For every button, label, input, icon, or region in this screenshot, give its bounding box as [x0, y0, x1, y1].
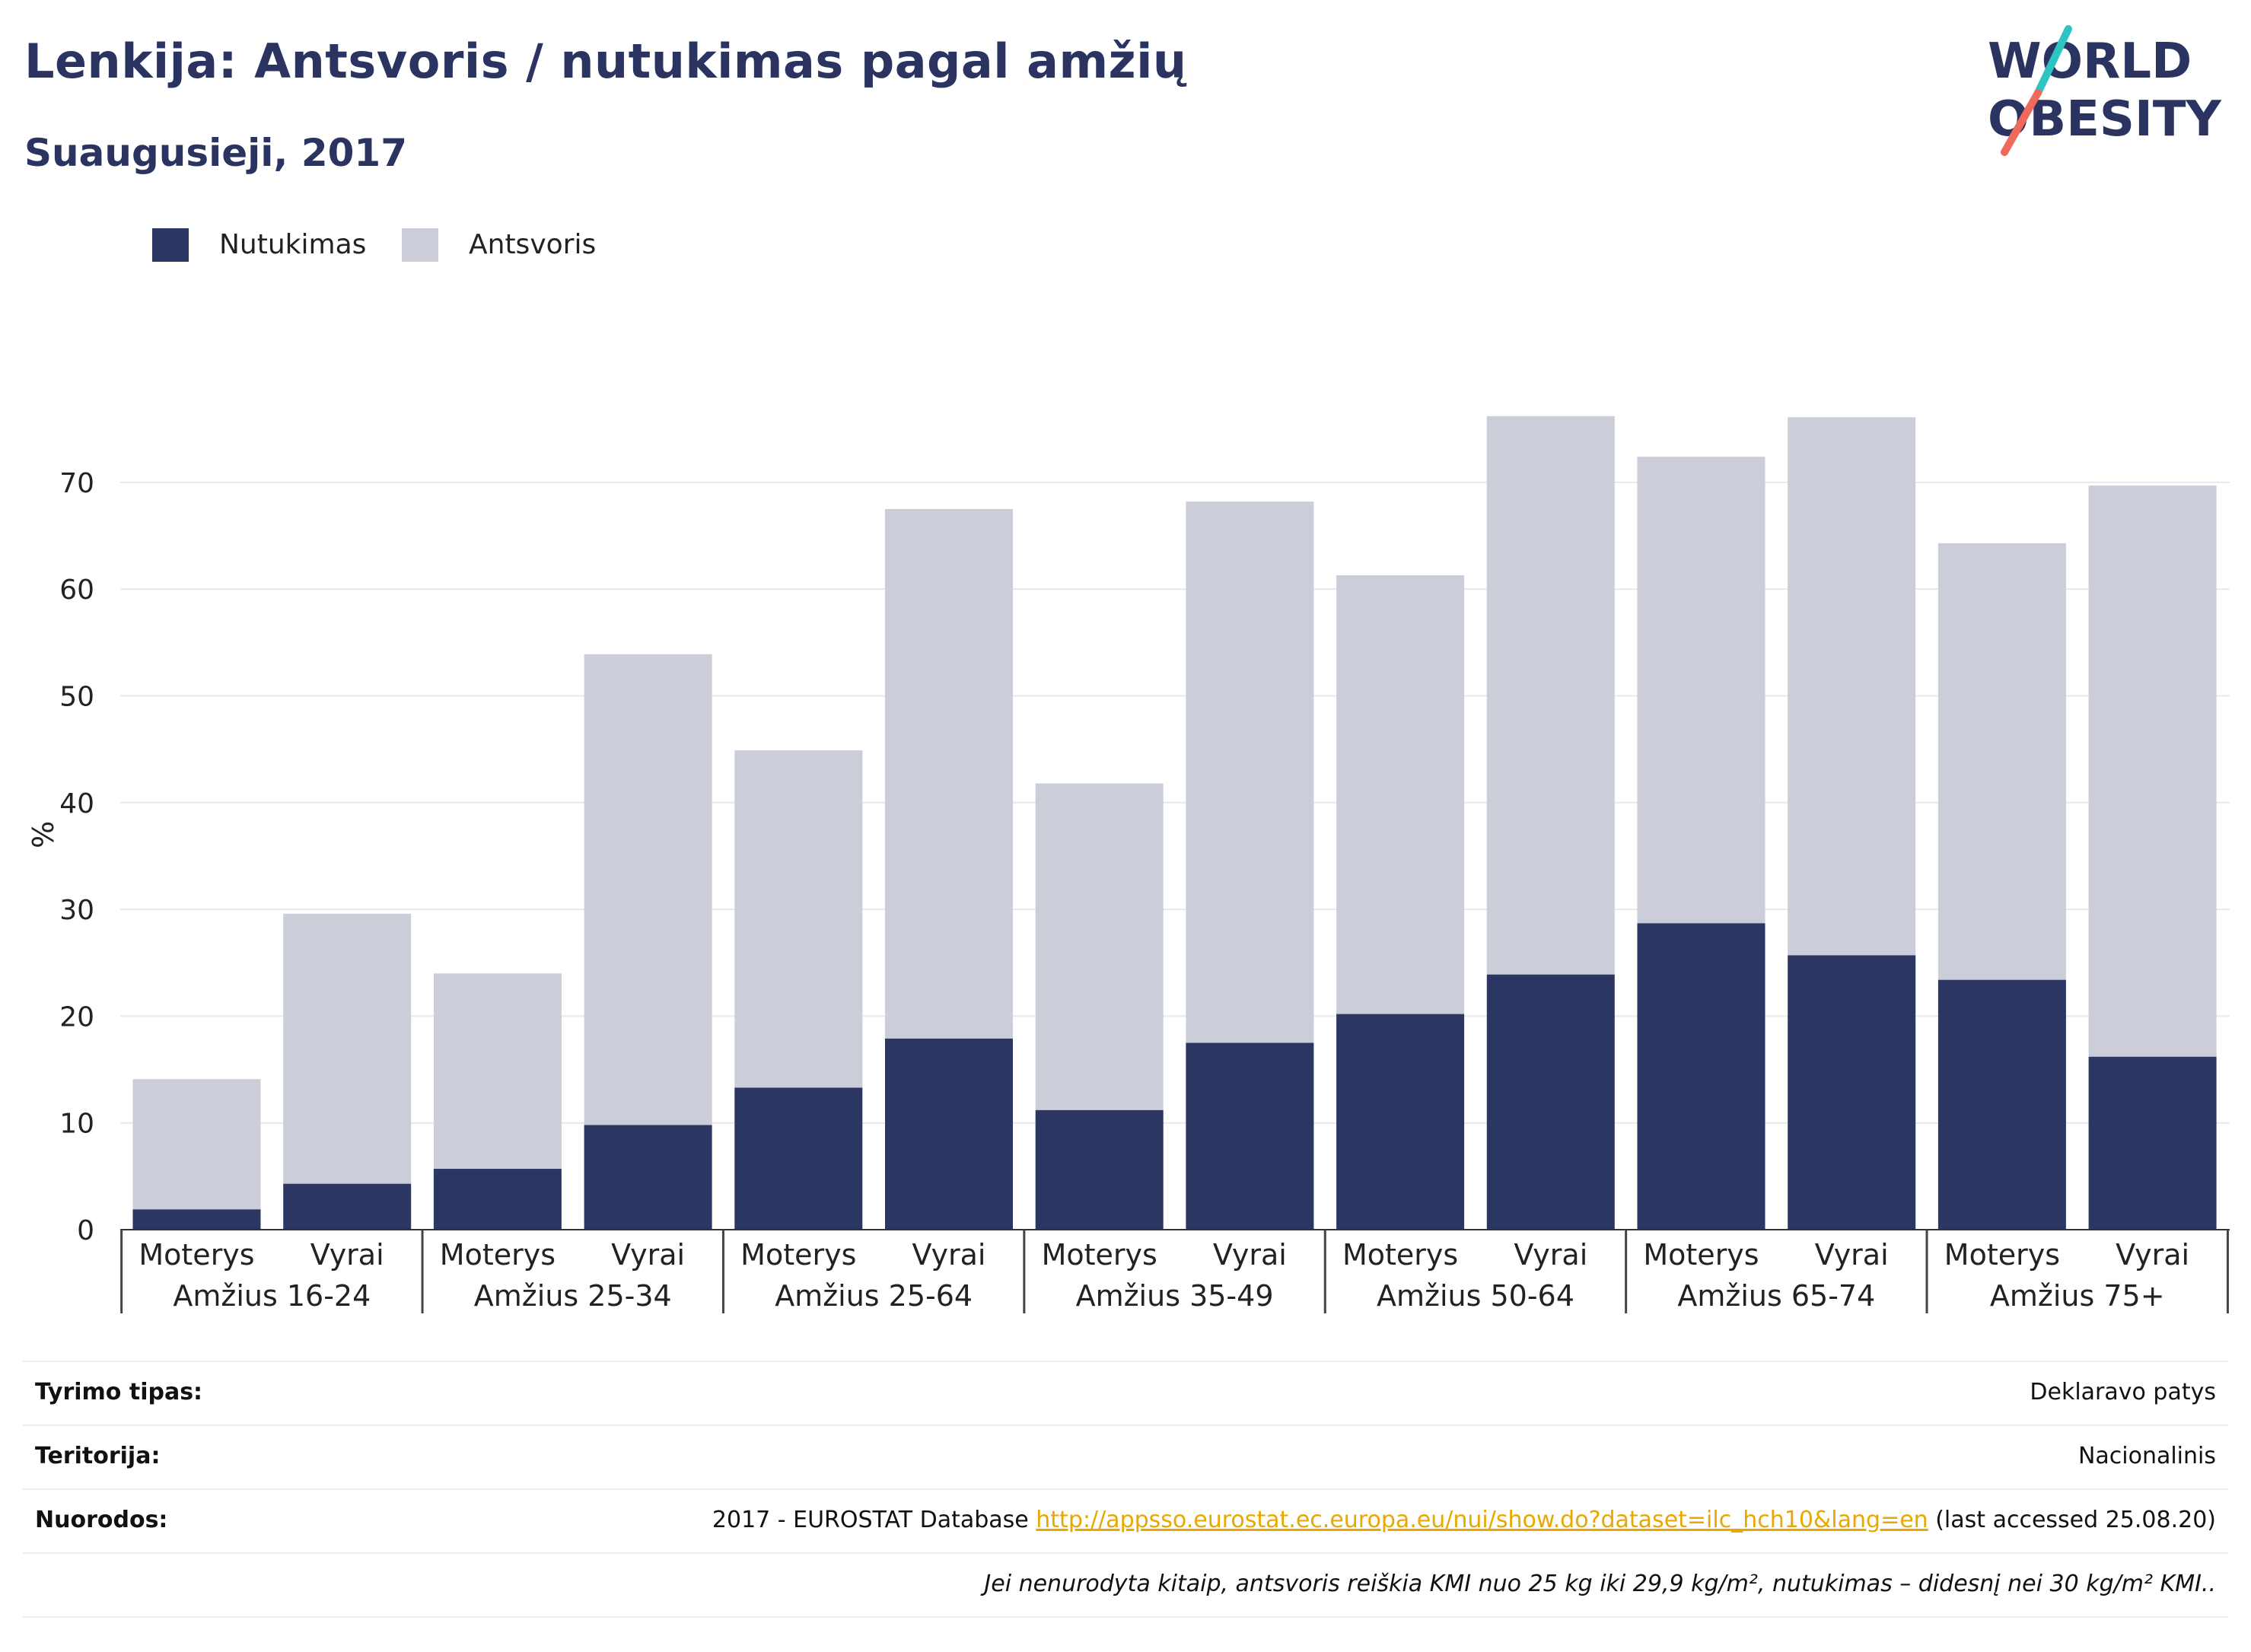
bar-obesity — [1637, 923, 1765, 1230]
info-label-survey-type: Tyrimo tipas: — [35, 1379, 203, 1405]
info-value-territory: Nacionalinis — [2077, 1443, 2216, 1469]
bar-obesity — [734, 1087, 863, 1230]
x-tick-label: Moterys — [1643, 1238, 1759, 1272]
source-suffix: (last accessed 25.08.20) — [1928, 1507, 2216, 1533]
info-row-survey-type: Tyrimo tipas: Deklaravo patys — [23, 1361, 2228, 1424]
y-tick-label: 10 — [59, 1109, 94, 1140]
bar-overweight — [734, 750, 863, 1088]
bar-overweight — [885, 508, 1013, 1039]
definition-note: Jei nenurodyta kitaip, antsvoris reiškia… — [984, 1571, 2216, 1597]
bar-obesity — [132, 1209, 261, 1230]
source-prefix: 2017 - EUROSTAT Database — [712, 1507, 1036, 1533]
bar-obesity — [1937, 979, 2066, 1230]
logo-slash-teal — [2034, 25, 2072, 97]
bar-obesity — [1035, 1109, 1164, 1230]
bar-overweight — [1186, 501, 1314, 1043]
logo-world-text: WORLD — [1988, 33, 2192, 90]
x-tick-label: Moterys — [440, 1238, 556, 1272]
bar-obesity — [2088, 1056, 2217, 1230]
group-label: Amžius 16-24 — [173, 1279, 371, 1313]
x-tick-label: Vyrai — [912, 1238, 986, 1272]
info-row-territory: Teritorija: Nacionalinis — [23, 1424, 2228, 1488]
bar-overweight — [2088, 485, 2217, 1057]
y-tick-label: 70 — [59, 468, 94, 499]
x-tick-label: Moterys — [740, 1238, 856, 1272]
info-row-note: Jei nenurodyta kitaip, antsvoris reiškia… — [23, 1552, 2228, 1618]
bar-obesity — [1186, 1042, 1314, 1230]
legend-label-obesity: Nutukimas — [219, 229, 367, 260]
bar-obesity — [1486, 974, 1615, 1230]
info-label-references: Nuorodos: — [35, 1507, 168, 1533]
bar-obesity — [433, 1169, 562, 1230]
x-tick-label: Vyrai — [611, 1238, 685, 1272]
chart-subtitle: Suaugusieji, 2017 — [24, 131, 407, 175]
bar-obesity — [885, 1038, 1013, 1230]
bar-obesity — [1336, 1014, 1465, 1230]
x-tick-label: Moterys — [1342, 1238, 1458, 1272]
info-value-survey-type: Deklaravo patys — [2030, 1379, 2216, 1405]
bar-overweight — [1486, 415, 1615, 975]
y-tick-label: 20 — [59, 1001, 94, 1033]
legend-swatch-overweight — [402, 228, 438, 262]
x-tick-label: Vyrai — [2116, 1238, 2189, 1272]
bar-overweight — [1336, 575, 1465, 1014]
bar-overweight — [433, 973, 562, 1170]
legend-label-overweight: Antsvoris — [469, 229, 597, 260]
bar-overweight — [1035, 783, 1164, 1110]
bar-overweight — [1937, 543, 2066, 980]
x-tick-label: Moterys — [1944, 1238, 2060, 1272]
bar-overweight — [584, 654, 712, 1125]
group-label: Amžius 75+ — [1990, 1279, 2165, 1313]
y-tick-label: 50 — [59, 682, 94, 713]
info-value-references: 2017 - EUROSTAT Database http://appsso.e… — [712, 1507, 2216, 1533]
group-label: Amžius 65-74 — [1677, 1279, 1875, 1313]
x-tick-label: Moterys — [1042, 1238, 1157, 1272]
world-obesity-logo: WORLD OBESITY — [1988, 25, 2221, 156]
chart-title: Lenkija: Antsvoris / nutukimas pagal amž… — [24, 33, 1187, 89]
y-axis-label: % — [27, 821, 60, 848]
y-tick-label: 40 — [59, 788, 94, 820]
x-tick-label: Vyrai — [310, 1238, 384, 1272]
x-tick-label: Moterys — [138, 1238, 254, 1272]
source-link[interactable]: http://appsso.eurostat.ec.europa.eu/nui/… — [1036, 1507, 1928, 1533]
bar-chart: 0 10 20 30 40 50 60 70% Moterys Vyrai Moterys Vyrai… — [27, 415, 2230, 1313]
group-label: Amžius 50-64 — [1377, 1279, 1574, 1313]
legend-swatch-obesity — [152, 228, 189, 262]
bar-overweight — [1637, 457, 1765, 924]
bar-overweight — [1788, 417, 1916, 956]
group-label: Amžius 25-64 — [775, 1279, 973, 1313]
bar-overweight — [283, 913, 412, 1184]
x-tick-label: Vyrai — [1514, 1238, 1587, 1272]
y-tick-label: 30 — [59, 895, 94, 926]
y-tick-label: 0 — [77, 1215, 94, 1246]
logo-slash-coral — [2001, 89, 2042, 156]
group-label: Amžius 25-34 — [474, 1279, 672, 1313]
x-tick-label: Vyrai — [1213, 1238, 1287, 1272]
bar-overweight — [132, 1079, 261, 1210]
x-tick-label: Vyrai — [1815, 1238, 1889, 1272]
bar-obesity — [584, 1125, 712, 1230]
bar-obesity — [283, 1183, 412, 1230]
info-table: Tyrimo tipas: Deklaravo patys Teritorija… — [23, 1361, 2228, 1618]
info-row-references: Nuorodos: 2017 - EUROSTAT Database http:… — [23, 1488, 2228, 1552]
bar-obesity — [1788, 955, 1916, 1230]
y-tick-label: 60 — [59, 575, 94, 606]
info-label-territory: Teritorija: — [35, 1443, 161, 1469]
group-label: Amžius 35-49 — [1076, 1279, 1274, 1313]
